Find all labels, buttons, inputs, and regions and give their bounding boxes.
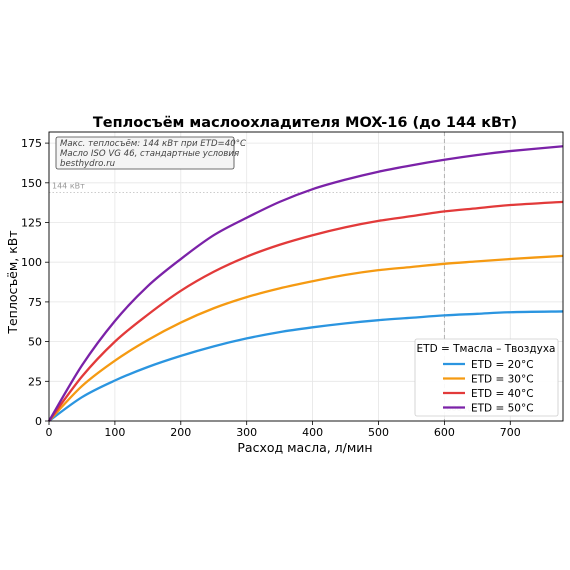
y-tick-label: 25 xyxy=(28,375,42,388)
x-tick-label: 0 xyxy=(46,426,53,439)
legend-items: ETD = 20°C ETD = 30°C ETD = 40°C ETD = 50°C xyxy=(443,359,534,415)
y-tick-label: 75 xyxy=(28,296,42,309)
x-tick-label: 600 xyxy=(434,426,455,439)
axis-ticks: 0 100 200 300 400 500 600 700 0 25 50 75 100 125 150 17… xyxy=(21,137,521,439)
annotation-line-3: besthydro.ru xyxy=(60,159,116,169)
annotation-box: Макс. теплосъём: 144 кВт при ETD=40°C Ма… xyxy=(55,136,246,170)
plot-frame xyxy=(48,131,564,422)
legend-title: ETD = Тмасла – Твоздуха xyxy=(417,343,556,355)
series-line-2 xyxy=(48,254,564,422)
chart-title: Теплосъём маслоохладителя MOX-16 (до 144… xyxy=(93,115,517,131)
legend-background xyxy=(414,338,559,417)
x-tick-label: 200 xyxy=(170,426,191,439)
legend-label-1: ETD = 20°C xyxy=(471,359,534,371)
x-tick-label: 100 xyxy=(104,426,125,439)
y-axis-label: Теплосъём, кВт xyxy=(5,230,20,334)
legend-label-4: ETD = 50°C xyxy=(471,403,534,415)
legend-label-2: ETD = 30°C xyxy=(471,374,534,386)
y-tick-label: 150 xyxy=(21,177,42,190)
legend-label-3: ETD = 40°C xyxy=(471,388,534,400)
y-tick-label: 0 xyxy=(35,415,42,428)
series-line-4 xyxy=(48,145,564,422)
y-tick-label: 175 xyxy=(21,137,42,150)
y-tick-label: 125 xyxy=(21,217,42,230)
x-tick-label: 700 xyxy=(500,426,521,439)
annotation-background xyxy=(55,136,235,170)
x-tick-label: 400 xyxy=(302,426,323,439)
annotation-line-2: Масло ISO VG 46, стандартные условия xyxy=(60,149,239,159)
reference-label-horizontal: 144 кВт xyxy=(52,181,85,190)
series-lines xyxy=(48,145,564,422)
x-axis-label: Расход масла, л/мин xyxy=(237,440,372,455)
series-line-1 xyxy=(48,310,564,422)
x-tick-label: 500 xyxy=(368,426,389,439)
y-tick-label: 100 xyxy=(21,256,42,269)
annotation-line-1: Макс. теплосъём: 144 кВт при ETD=40°C xyxy=(60,139,246,149)
x-tick-label: 300 xyxy=(236,426,257,439)
series-line-3 xyxy=(48,200,564,422)
y-tick-label: 50 xyxy=(28,336,42,349)
